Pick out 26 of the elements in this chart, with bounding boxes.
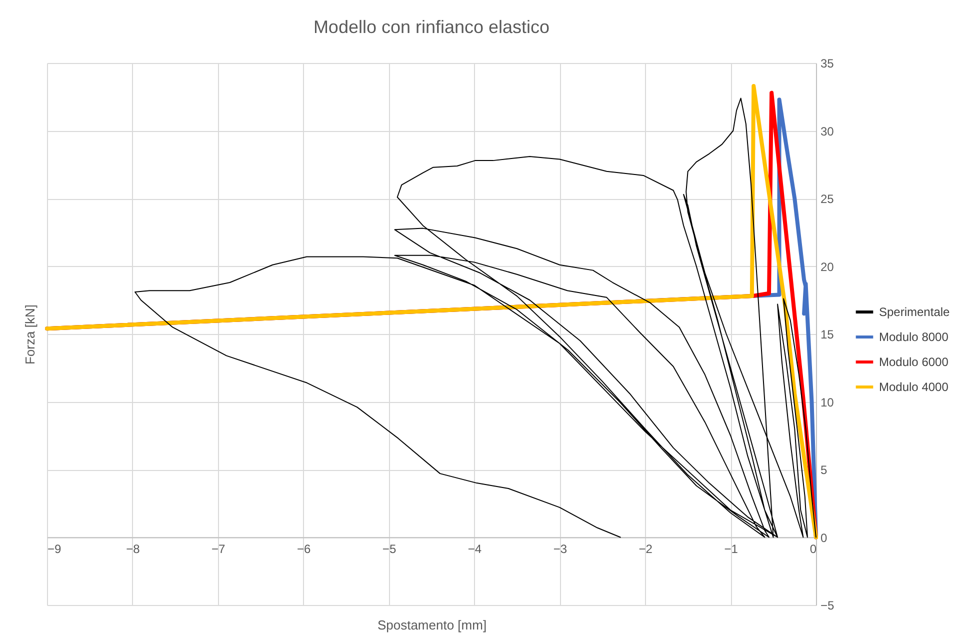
x-tick-label: −5 [382, 542, 396, 556]
x-tick-label: −1 [724, 542, 738, 556]
y-tick-label: −5 [820, 598, 835, 612]
chart-title: Modello con rinfianco elastico [313, 17, 550, 37]
y-tick-label: 5 [820, 463, 828, 477]
y-tick-label: 15 [820, 328, 834, 342]
x-tick-label: −6 [296, 542, 311, 556]
x-tick-label: −8 [126, 542, 140, 556]
y-tick-label: 35 [820, 56, 834, 70]
x-axis-title: Spostamento [mm] [377, 618, 487, 632]
y-tick-label: 20 [820, 260, 834, 274]
x-tick-label: −2 [638, 542, 653, 556]
x-tick-label: −7 [212, 542, 226, 556]
x-tick-label: −3 [553, 542, 568, 556]
legend-label: Sperimentale [879, 304, 950, 319]
y-axis-title: Forza [kN] [22, 304, 38, 364]
x-tick-label: 0 [810, 542, 817, 556]
legend-label: Modulo 4000 [879, 380, 949, 394]
legend-label: Modulo 8000 [879, 330, 949, 344]
y-tick-label: 0 [820, 530, 828, 545]
y-tick-label: 30 [820, 124, 834, 138]
legend-label: Modulo 6000 [879, 354, 949, 369]
x-tick-label: −9 [48, 542, 62, 556]
y-tick-label: 10 [820, 395, 834, 410]
y-tick-label: 25 [820, 192, 834, 206]
x-tick-label: −4 [468, 542, 482, 556]
